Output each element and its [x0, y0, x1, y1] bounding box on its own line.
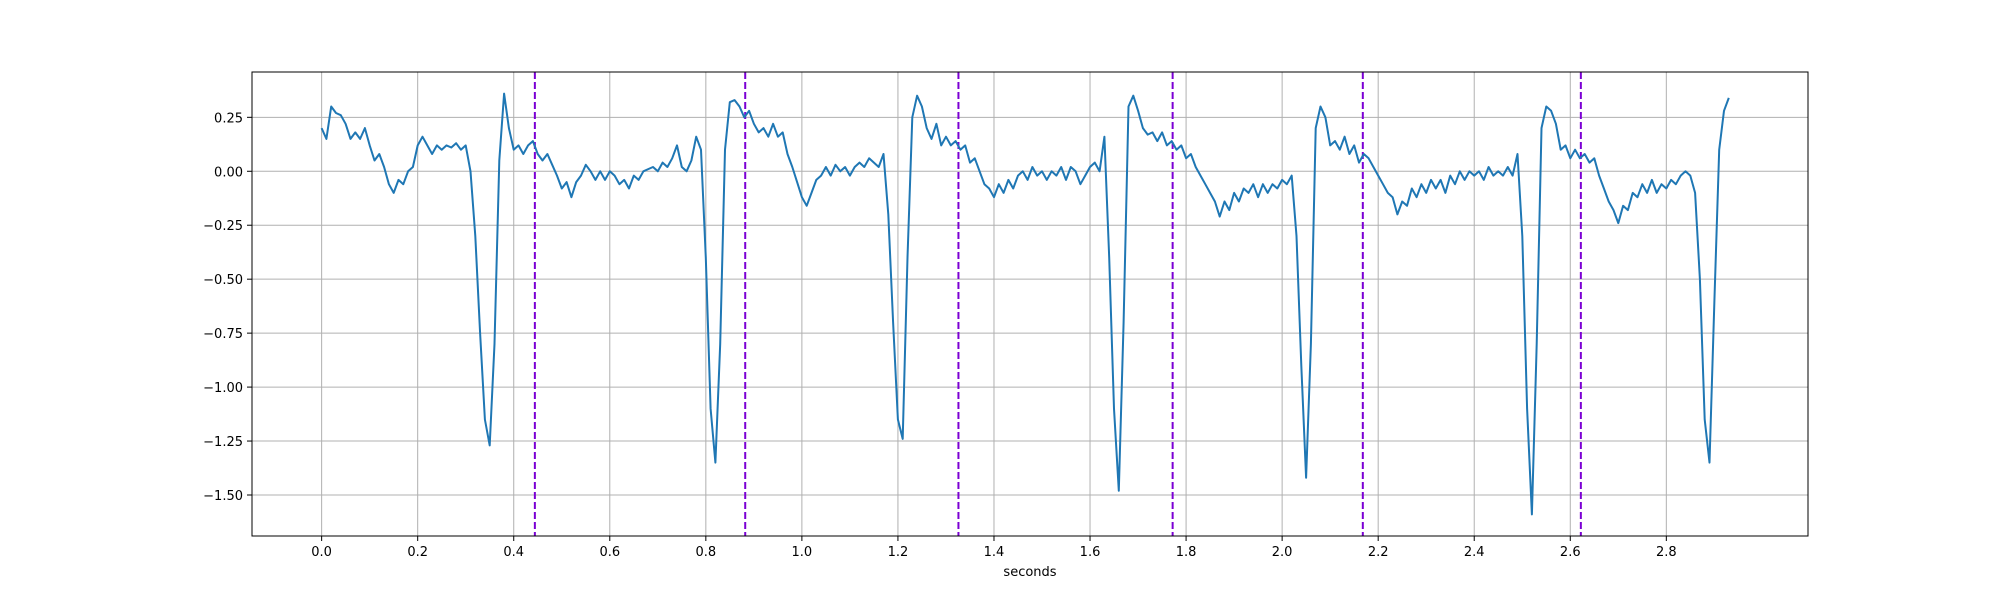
x-tick-label: 1.2	[888, 545, 909, 560]
x-tick-label: 0.8	[695, 545, 716, 560]
y-tick-label: −1.25	[203, 435, 243, 450]
x-axis-label: seconds	[1003, 565, 1056, 580]
y-tick-label: 0.00	[214, 165, 243, 180]
y-tick-label: −1.50	[203, 489, 243, 504]
x-tick-label: 1.4	[984, 545, 1005, 560]
vertical-markers	[533, 72, 1582, 536]
y-tick-label: 0.25	[214, 111, 243, 126]
x-axis-ticks: 0.0 0.2 0.4 0.6 0.8 1.0 1.2 1.4 1.6 1.8 2.0 2.2 2.4 2…	[311, 536, 1677, 560]
x-tick-label: 1.6	[1080, 545, 1101, 560]
y-tick-label: −0.75	[203, 327, 243, 342]
x-tick-label: 1.0	[792, 545, 813, 560]
grid-lines	[252, 72, 1808, 536]
ecg-signal-line	[320, 92, 1730, 516]
y-tick-label: −0.50	[203, 273, 243, 288]
x-tick-label: 0.0	[311, 545, 332, 560]
plot-frame	[251, 71, 1809, 537]
x-tick-label: 2.4	[1464, 545, 1485, 560]
x-tick-label: 2.6	[1560, 545, 1581, 560]
x-tick-label: 0.6	[599, 545, 620, 560]
x-tick-label: 0.2	[407, 545, 428, 560]
x-tick-label: 1.8	[1176, 545, 1197, 560]
series-layer	[320, 92, 1730, 516]
x-tick-label: 2.2	[1368, 545, 1389, 560]
y-tick-label: −1.00	[203, 381, 243, 396]
x-tick-label: 0.4	[503, 545, 524, 560]
x-tick-label: 2.0	[1272, 545, 1293, 560]
x-tick-label: 2.8	[1656, 545, 1677, 560]
y-tick-label: −0.25	[203, 219, 243, 234]
y-axis-ticks: 0.25 0.00 −0.25 −0.50 −0.75 −1.00 −1.25 −1.50	[203, 111, 252, 504]
